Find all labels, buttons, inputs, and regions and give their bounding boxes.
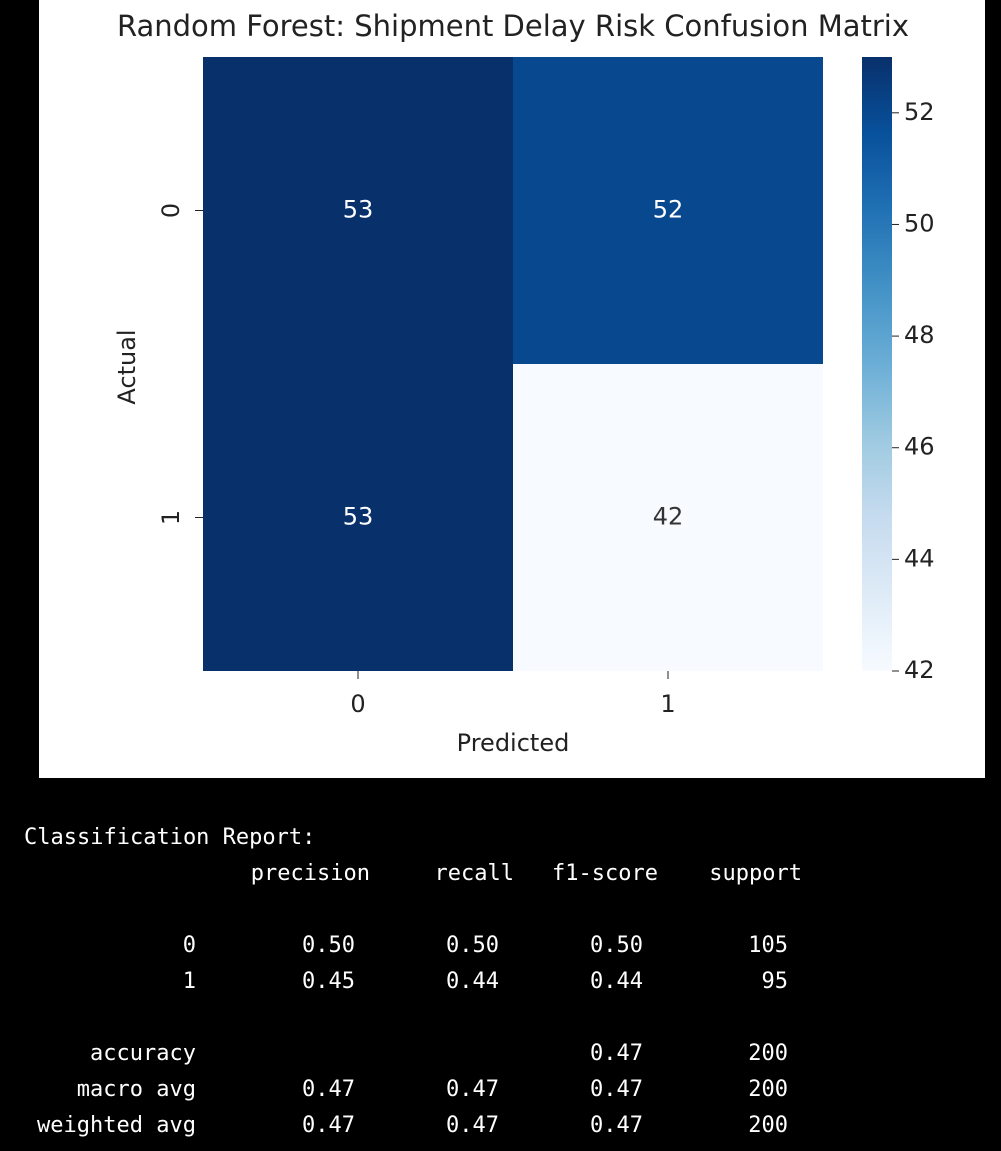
report-cell: 105 [748, 933, 788, 958]
report-cell: 0.47 [302, 1113, 355, 1138]
report-cell: 200 [748, 1041, 788, 1066]
report-title: Classification Report: [24, 825, 315, 850]
report-cell: 95 [762, 969, 789, 994]
y-axis-label: Actual [113, 329, 141, 404]
report-cell: 200 [748, 1113, 788, 1138]
report-row-label: macro avg [77, 1077, 196, 1102]
x-tick-label: 0 [350, 690, 365, 718]
colorbar [862, 57, 892, 671]
cell-label: 52 [653, 196, 684, 224]
cell-label: 42 [653, 503, 684, 531]
report-cell: 200 [748, 1077, 788, 1102]
heatmap-cell [513, 57, 823, 364]
report-cell: 0.47 [590, 1077, 643, 1102]
report-row-label: weighted avg [37, 1113, 196, 1138]
heatmap-cell [203, 364, 513, 671]
report-row-label: 1 [183, 969, 196, 994]
report-cell: 0.47 [446, 1113, 499, 1138]
report-cell: 0.50 [446, 933, 499, 958]
report-row-label: 0 [183, 933, 196, 958]
heatmap-cell [203, 57, 513, 364]
report-cell: 0.47 [302, 1077, 355, 1102]
y-tick-label: 0 [157, 203, 185, 218]
x-tick-label: 1 [660, 690, 675, 718]
report-row-label: accuracy [90, 1041, 196, 1066]
report-header: recall [435, 861, 514, 886]
y-tick-label: 1 [157, 510, 185, 525]
x-axis-label: Predicted [457, 729, 570, 757]
report-cell: 0.50 [302, 933, 355, 958]
colorbar-tick-label: 48 [904, 321, 935, 349]
report-cell: 0.47 [590, 1041, 643, 1066]
cell-label: 53 [343, 503, 374, 531]
report-cell: 0.45 [302, 969, 355, 994]
report-cell: 0.50 [590, 933, 643, 958]
report-header: precision [251, 861, 370, 886]
report-cell: 0.44 [446, 969, 499, 994]
colorbar-tick-label: 46 [904, 433, 935, 461]
cell-label: 53 [343, 196, 374, 224]
report-cell: 0.47 [446, 1077, 499, 1102]
heatmap-cell [513, 364, 823, 671]
colorbar-tick-label: 52 [904, 98, 935, 126]
report-cell: 0.47 [590, 1113, 643, 1138]
colorbar-tick-label: 42 [904, 656, 935, 684]
report-header: f1-score [552, 861, 658, 886]
chart-title: Random Forest: Shipment Delay Risk Confu… [117, 9, 909, 43]
report-cell: 0.44 [590, 969, 643, 994]
colorbar-tick-label: 44 [904, 544, 935, 572]
report-header: support [709, 861, 802, 886]
colorbar-tick-label: 50 [904, 209, 935, 237]
